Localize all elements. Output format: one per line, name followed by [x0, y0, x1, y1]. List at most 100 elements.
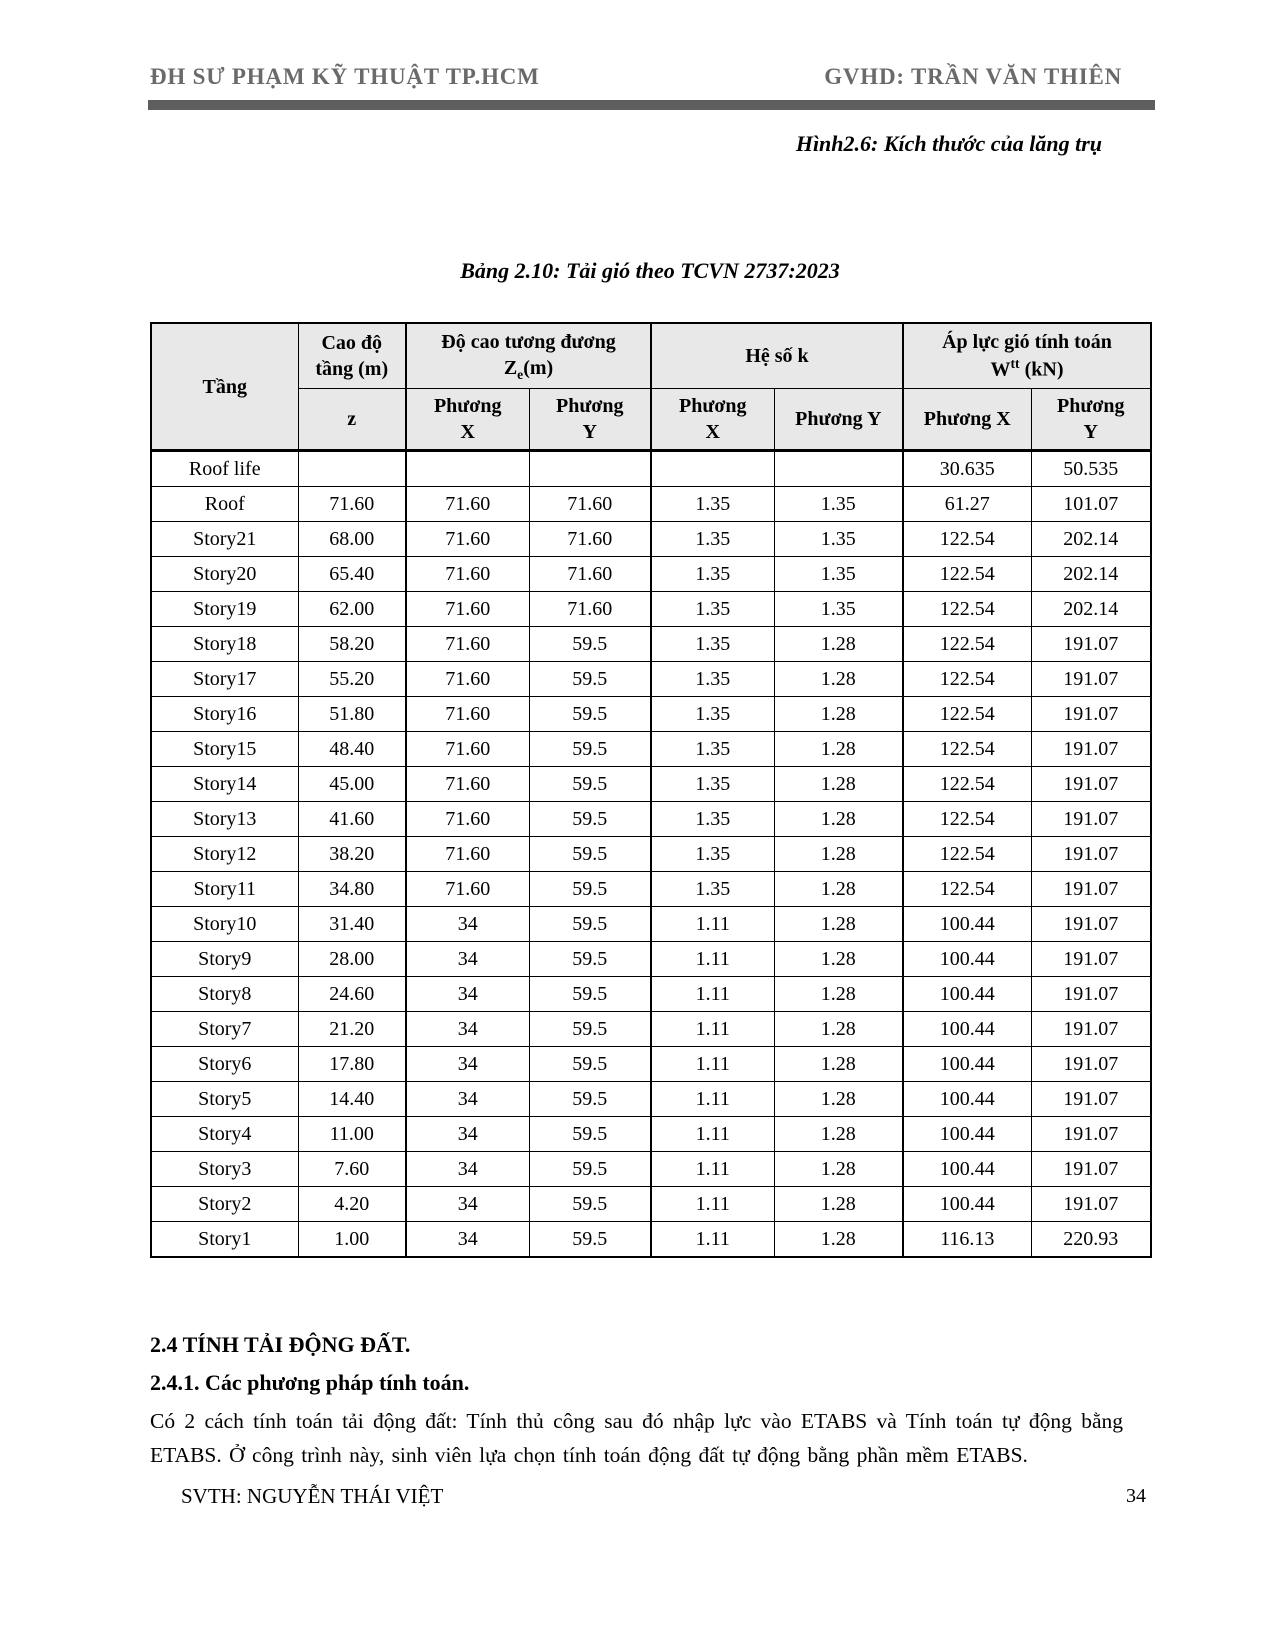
cell-story: Story21 [150, 521, 299, 557]
figure-caption: Hình2.6: Kích thước của lăng trụ [795, 131, 1102, 156]
table-header-row-2: z Phương X Phương Y Phương X Phương Y Ph… [151, 388, 1152, 452]
page-number: 34 [1126, 1485, 1146, 1507]
cell-story: Story10 [150, 906, 299, 942]
cell-w_x: 61.27 [902, 486, 1032, 522]
cell-k_y: 1.35 [773, 521, 904, 557]
cell-ze_y: 59.5 [528, 906, 652, 942]
cell-k_y: 1.28 [773, 906, 904, 942]
cell-z: 4.20 [297, 1186, 407, 1222]
cell-k_y: 1.35 [773, 591, 904, 627]
cell-w_y: 191.07 [1030, 1046, 1152, 1082]
header-wind-pressure-label: Áp lực gió tính toán [942, 331, 1112, 354]
cell-z: 24.60 [297, 976, 407, 1012]
cell-w_y: 191.07 [1030, 1081, 1152, 1117]
cell-ze_x: 71.60 [405, 626, 530, 662]
cell-w_y: 191.07 [1030, 1116, 1152, 1152]
advisor-name: GVHD: TRẦN VĂN THIÊN [824, 64, 1122, 89]
cell-k_x: 1.35 [650, 591, 775, 627]
cell-story: Story9 [150, 941, 299, 977]
cell-k_y: 1.28 [773, 626, 904, 662]
cell-k_x: 1.35 [650, 556, 775, 592]
cell-w_x: 122.54 [902, 801, 1032, 837]
cell-w_x: 100.44 [902, 1186, 1032, 1222]
cell-ze_x: 34 [405, 1116, 530, 1152]
cell-ze_x: 34 [405, 1081, 530, 1117]
cell-k_x: 1.35 [650, 521, 775, 557]
cell-story: Story7 [150, 1011, 299, 1047]
cell-w_y: 202.14 [1030, 521, 1152, 557]
cell-k_y: 1.28 [773, 836, 904, 872]
cell-ze_y: 71.60 [528, 521, 652, 557]
cell-k_y: 1.28 [773, 941, 904, 977]
table-row: Story21 68.00 71.60 71.60 1.35 1.35 122.54 202.… [150, 521, 1152, 557]
cell-story: Story14 [150, 766, 299, 802]
cell-k_y: 1.28 [773, 1151, 904, 1187]
table-row: Story13 41.60 71.60 59.5 1.35 1.28 122.54 191.0… [150, 801, 1152, 837]
subheader-w-direction-y: Phương Y [1030, 388, 1152, 452]
cell-w_x: 122.54 [902, 661, 1032, 697]
table-row: Story8 24.60 34 59.5 1.11 1.28 100.44 191.07 [150, 976, 1152, 1012]
cell-z: 65.40 [297, 556, 407, 592]
university-name: ĐH SƯ PHẠM KỸ THUẬT TP.HCM [150, 64, 540, 89]
cell-w_x: 100.44 [902, 906, 1032, 942]
cell-w_y: 191.07 [1030, 871, 1152, 907]
cell-k_y: 1.28 [773, 731, 904, 767]
cell-w_x: 100.44 [902, 1151, 1032, 1187]
cell-z: 62.00 [297, 591, 407, 627]
cell-z: 58.20 [297, 626, 407, 662]
cell-k_x: 1.35 [650, 626, 775, 662]
page-header: ĐH SƯ PHẠM KỸ THUẬT TP.HCM GVHD: TRẦN VĂ… [150, 64, 1122, 90]
cell-w_y: 191.07 [1030, 941, 1152, 977]
cell-ze_y: 59.5 [528, 1151, 652, 1187]
cell-ze_x: 34 [405, 1011, 530, 1047]
table-row: Story1 1.00 34 59.5 1.11 1.28 116.13 220.93 [150, 1221, 1152, 1258]
cell-story: Story16 [150, 696, 299, 732]
cell-ze_y: 59.5 [528, 731, 652, 767]
cell-w_x: 122.54 [902, 871, 1032, 907]
cell-z: 17.80 [297, 1046, 407, 1082]
seismic-section: 2.4 TÍNH TẢI ĐỘNG ĐẤT. 2.4.1. Các phương… [150, 1332, 1123, 1473]
cell-w_y: 191.07 [1030, 836, 1152, 872]
w-superscript: tt [1010, 356, 1020, 372]
cell-k_x: 1.35 [650, 766, 775, 802]
cell-w_y: 220.93 [1030, 1221, 1152, 1258]
cell-z: 14.40 [297, 1081, 407, 1117]
cell-ze_y: 59.5 [528, 871, 652, 907]
cell-k_y: 1.28 [773, 801, 904, 837]
cell-z: 48.40 [297, 731, 407, 767]
cell-ze_y: 59.5 [528, 626, 652, 662]
cell-story: Story1 [150, 1221, 299, 1258]
table-row: Story20 65.40 71.60 71.60 1.35 1.35 122.54 202.… [150, 556, 1152, 592]
cell-ze_x: 71.60 [405, 591, 530, 627]
subheader-z: z [297, 388, 407, 452]
cell-k_x: 1.11 [650, 1046, 775, 1082]
header-elevation: Cao độ tầng (m) [297, 322, 407, 389]
cell-ze_x: 71.60 [405, 696, 530, 732]
cell-story: Story4 [150, 1116, 299, 1152]
cell-ze_y: 59.5 [528, 696, 652, 732]
cell-w_y: 191.07 [1030, 801, 1152, 837]
cell-story: Story18 [150, 626, 299, 662]
cell-ze_y: 59.5 [528, 801, 652, 837]
cell-story: Story2 [150, 1186, 299, 1222]
cell-ze_x: 71.60 [405, 486, 530, 522]
cell-ze_y: 59.5 [528, 661, 652, 697]
cell-ze_x: 34 [405, 1046, 530, 1082]
cell-k_x: 1.11 [650, 1081, 775, 1117]
cell-z: 7.60 [297, 1151, 407, 1187]
table-row: Story16 51.80 71.60 59.5 1.35 1.28 122.54 191.0… [150, 696, 1152, 732]
cell-z: 21.20 [297, 1011, 407, 1047]
cell-z: 31.40 [297, 906, 407, 942]
cell-w_y: 191.07 [1030, 976, 1152, 1012]
cell-w_x: 122.54 [902, 766, 1032, 802]
cell-z: 55.20 [297, 661, 407, 697]
table-row: Story3 7.60 34 59.5 1.11 1.28 100.44 191.07 [150, 1151, 1152, 1187]
cell-ze_y: 59.5 [528, 1046, 652, 1082]
cell-w_x: 100.44 [902, 941, 1032, 977]
cell-k_y [773, 450, 904, 487]
cell-story: Roof [150, 486, 299, 522]
cell-z: 68.00 [297, 521, 407, 557]
cell-k_x: 1.35 [650, 661, 775, 697]
cell-k_y: 1.28 [773, 766, 904, 802]
cell-ze_y: 71.60 [528, 486, 652, 522]
